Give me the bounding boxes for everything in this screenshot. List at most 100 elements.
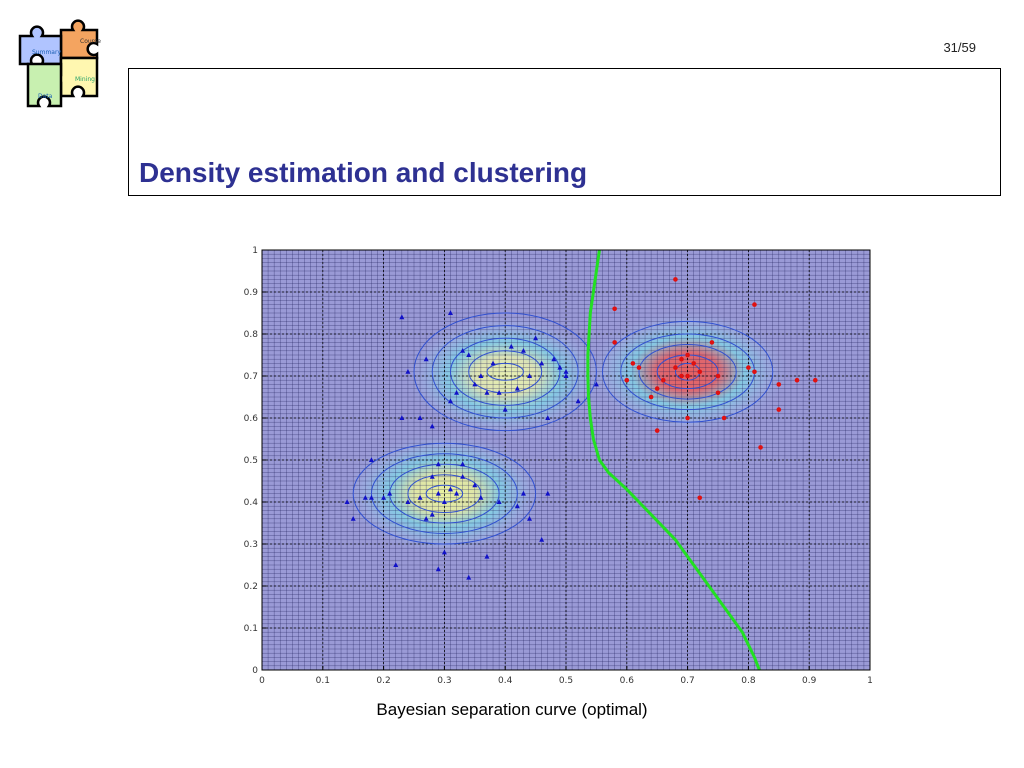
data-point-blue — [484, 553, 490, 559]
data-point-blue — [527, 373, 533, 378]
data-point-red — [612, 340, 617, 345]
data-point-red — [715, 390, 721, 396]
data-point-blue — [545, 415, 551, 420]
data-point-blue — [472, 381, 478, 387]
y-tick-label: 1 — [252, 246, 258, 256]
data-point-blue — [478, 373, 484, 378]
data-point-red — [660, 377, 666, 383]
logo-text-mining: Mining — [75, 76, 95, 83]
data-point-blue — [435, 566, 441, 572]
data-point-red — [776, 407, 782, 412]
data-point-blue — [460, 461, 466, 467]
data-point-blue — [484, 390, 490, 395]
data-point-red — [679, 373, 684, 379]
data-point-red — [697, 495, 703, 501]
data-point-blue — [539, 537, 545, 542]
puzzle-logo: Course Summary Mining Data — [6, 6, 116, 116]
plot-content — [262, 250, 870, 670]
data-point-blue — [441, 549, 447, 555]
contour-line — [601, 320, 774, 423]
title-box: Density estimation and clustering — [128, 68, 1001, 196]
data-point-red — [721, 415, 727, 421]
data-point-blue — [368, 457, 374, 462]
data-point-red — [648, 394, 654, 400]
data-point-blue — [502, 406, 508, 412]
data-point-blue — [429, 511, 435, 517]
x-tick-label: 0.7 — [680, 676, 694, 686]
x-tick-label: 0.6 — [620, 676, 635, 686]
data-point-blue — [563, 373, 569, 378]
x-tick-label: 0.2 — [376, 676, 390, 686]
y-tick-label: 0 — [252, 666, 258, 676]
data-point-blue — [563, 369, 569, 374]
axes: 0 0.1 0.2 0.3 0.4 0.5 0.6 0.7 0.8 0.9 1 0 0.1 0.2 0.3 0… — [244, 246, 873, 686]
data-point-blue — [520, 348, 526, 353]
puzzle-piece-course — [59, 19, 99, 60]
data-point-blue — [466, 574, 472, 580]
page-number: 31/59 — [943, 40, 976, 55]
x-tick-label: 0.5 — [559, 676, 573, 686]
data-point-blue — [545, 490, 551, 496]
data-point-blue — [405, 499, 411, 504]
data-point-red — [679, 356, 684, 362]
data-point-red — [746, 365, 751, 370]
data-point-blue — [447, 398, 453, 404]
data-point-blue — [368, 495, 374, 500]
data-point-blue — [429, 474, 435, 479]
data-point-red — [636, 365, 642, 370]
y-tick-label: 0.8 — [244, 330, 259, 340]
plot-area — [262, 250, 870, 670]
data-point-red — [624, 377, 630, 383]
data-point-red — [812, 377, 818, 383]
data-point-blue — [460, 474, 466, 479]
data-point-blue — [533, 335, 539, 341]
data-point-red — [697, 369, 703, 375]
density-chart: 0 0.1 0.2 0.3 0.4 0.5 0.6 0.7 0.8 0.9 1 0 0.1 0.2 0.3 0… — [244, 246, 873, 686]
contour-line — [413, 312, 597, 432]
contour-line — [449, 337, 561, 406]
data-point-blue — [399, 314, 405, 320]
data-point-blue — [350, 516, 356, 521]
data-point-red — [752, 302, 757, 307]
data-point-blue — [496, 390, 502, 395]
data-point-blue — [405, 369, 411, 374]
y-tick-label: 0.7 — [244, 372, 258, 382]
data-point-blue — [496, 499, 502, 504]
x-tick-label: 0.4 — [498, 676, 513, 686]
data-point-blue — [435, 490, 441, 496]
data-point-red — [630, 361, 636, 366]
puzzle-piece-data — [26, 62, 63, 108]
data-point-blue — [527, 516, 533, 521]
logo-text-data: Data — [38, 93, 53, 100]
data-point-red — [654, 428, 660, 433]
data-point-red — [673, 277, 678, 282]
data-point-red — [794, 377, 800, 383]
puzzle-piece-summary — [18, 25, 63, 66]
data-point-blue — [344, 499, 350, 504]
data-point-blue — [593, 381, 599, 387]
x-tick-label: 0.8 — [741, 676, 756, 686]
data-point-blue — [454, 490, 460, 496]
data-point-blue — [447, 486, 453, 492]
data-point-blue — [514, 503, 520, 509]
data-point-blue — [557, 364, 563, 370]
x-tick-label: 0.1 — [316, 676, 330, 686]
figure-caption: Bayesian separation curve (optimal) — [376, 700, 648, 719]
data-point-red — [654, 386, 660, 391]
y-tick-label: 0.5 — [244, 456, 258, 466]
data-point-red — [685, 373, 690, 379]
y-tick-label: 0.1 — [244, 624, 258, 634]
data-point-blue — [423, 356, 429, 362]
data-point-red — [691, 361, 696, 366]
data-point-blue — [514, 385, 520, 391]
data-point-red — [715, 373, 721, 379]
data-point-blue — [575, 398, 581, 404]
data-point-blue — [551, 356, 557, 362]
x-tick-label: 0.9 — [802, 676, 817, 686]
data-point-blue — [466, 352, 472, 357]
separation-curve — [586, 250, 761, 670]
x-tick-label: 0.3 — [437, 676, 451, 686]
data-point-blue — [447, 310, 453, 315]
data-point-blue — [387, 490, 393, 496]
data-point-blue — [520, 490, 526, 496]
